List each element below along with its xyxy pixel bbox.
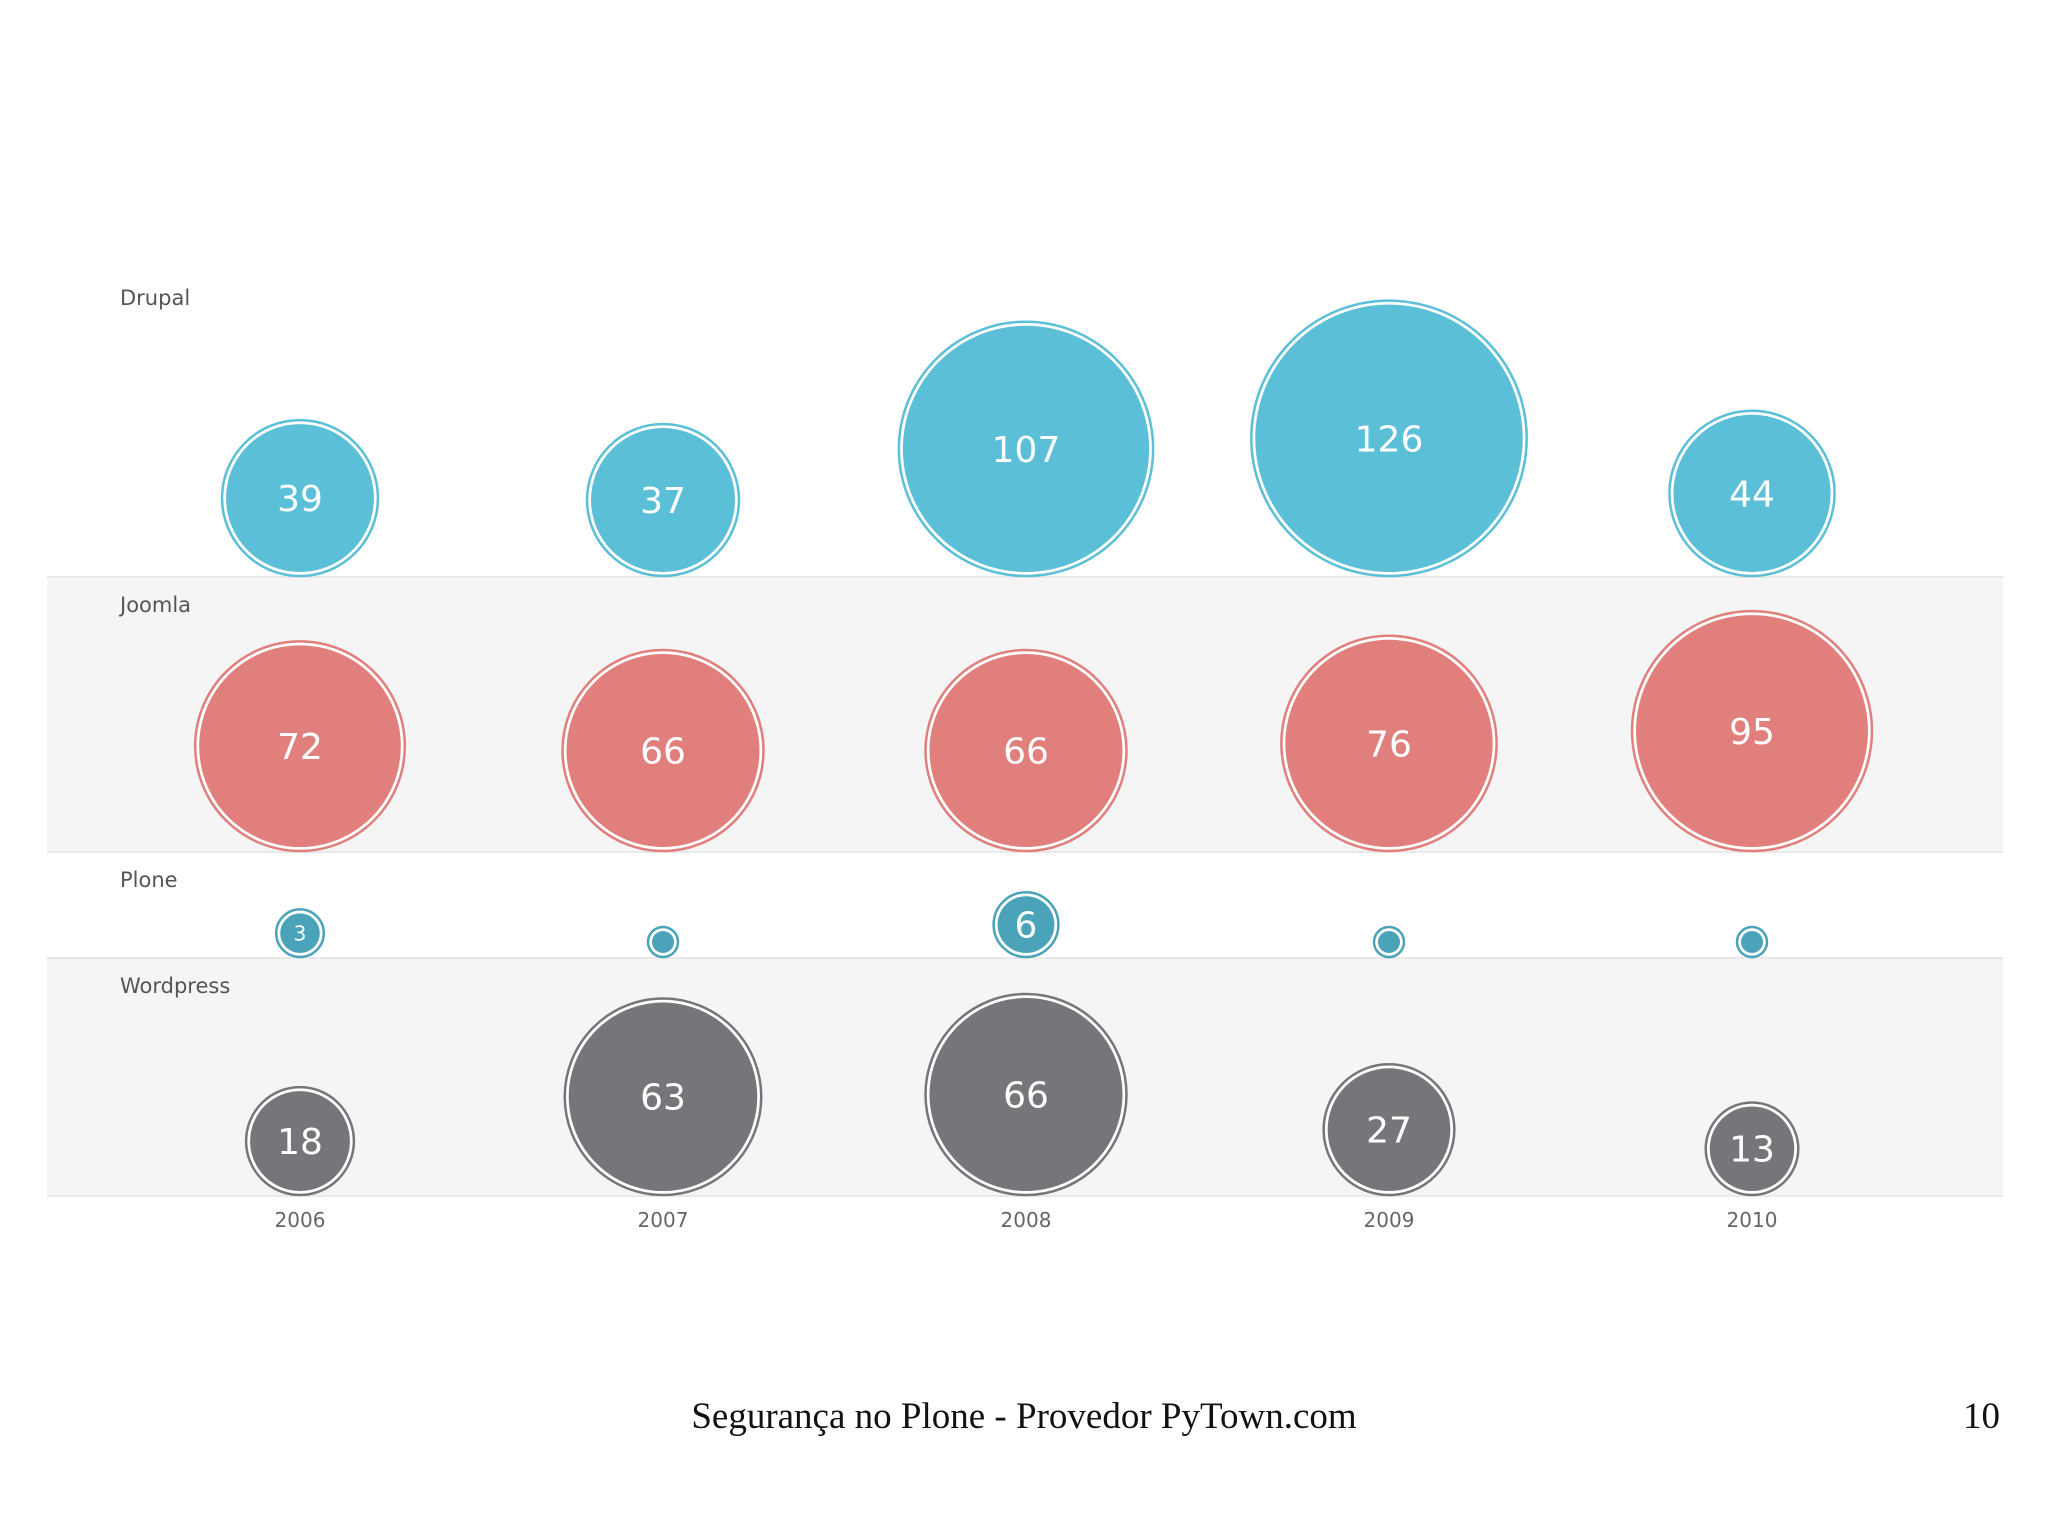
bubble-value-label: 37	[640, 481, 686, 522]
bubble-value-label: 72	[277, 727, 323, 768]
bubble-fill	[1741, 931, 1763, 953]
bubble-value-label: 18	[277, 1122, 323, 1163]
bubble-fill	[1378, 931, 1400, 953]
bubble-fill	[591, 428, 735, 572]
bubble-drupal-2009: 126	[1250, 299, 1528, 578]
bubble-fill	[280, 913, 320, 953]
bubble-value-label: 27	[1366, 1111, 1412, 1152]
bubble-value-label: 13	[1729, 1130, 1775, 1171]
bubble-fill	[1673, 414, 1831, 572]
bubble-joomla-2006: 72	[193, 640, 407, 853]
bubble-fill	[652, 931, 674, 953]
bubble-plone-2007	[646, 925, 680, 959]
bubble-fill	[929, 998, 1123, 1191]
bubble-fill	[199, 645, 401, 847]
bubble-plone-2009	[1372, 925, 1406, 959]
bubble-fill	[250, 1091, 350, 1191]
bubble-fill	[997, 896, 1055, 954]
x-tick-label-2007: 2007	[638, 1208, 689, 1232]
bubble-wordpress-2007: 63	[563, 997, 763, 1197]
x-tick-label-2006: 2006	[275, 1208, 326, 1232]
bubble-wordpress-2010: 13	[1704, 1101, 1800, 1197]
bubble-plone-2010	[1735, 925, 1769, 959]
slide-footer-title: Segurança no Plone - Provedor PyTown.com	[691, 1396, 1357, 1437]
bubble-joomla-2009: 76	[1280, 634, 1498, 853]
bubble-fill	[226, 424, 374, 572]
bubble-fill	[1636, 615, 1868, 847]
bubble-joomla-2010: 95	[1630, 609, 1874, 853]
bubble-joomla-2008: 66	[924, 648, 1128, 853]
series-label-wordpress: Wordpress	[120, 974, 230, 998]
bubble-value-label: 95	[1729, 712, 1775, 753]
bubble-wordpress-2009: 27	[1322, 1063, 1456, 1197]
bubble-plone-2006: 3	[274, 908, 326, 959]
bubble-fill	[568, 1002, 758, 1191]
bubble-fill	[1327, 1068, 1451, 1191]
bubble-value-label: 107	[992, 430, 1061, 471]
bubble-value-label: 44	[1729, 474, 1775, 515]
bubble-fill	[1709, 1106, 1795, 1191]
bubble-joomla-2007: 66	[561, 648, 765, 853]
bubble-plone-2008: 6	[992, 890, 1060, 959]
bubble-value-label: 6	[1015, 906, 1038, 947]
x-tick-label-2009: 2009	[1364, 1208, 1415, 1232]
bubble-drupal-2010: 44	[1668, 409, 1836, 578]
bubble-fill	[566, 654, 760, 847]
bubble-value-label: 63	[640, 1078, 686, 1119]
bubble-value-label: 66	[640, 731, 686, 772]
series-label-plone: Plone	[120, 868, 178, 892]
bubble-fill	[902, 325, 1150, 572]
bubble-value-label: 3	[294, 921, 307, 945]
x-tick-label-2008: 2008	[1001, 1208, 1052, 1232]
slide-page-number: 10	[1963, 1396, 2000, 1437]
bubble-drupal-2007: 37	[585, 422, 741, 578]
bubble-value-label: 39	[277, 479, 323, 520]
bubble-value-label: 76	[1366, 724, 1412, 765]
series-label-drupal: Drupal	[120, 286, 190, 310]
bubble-fill	[1255, 304, 1523, 572]
bubble-value-label: 126	[1355, 419, 1424, 460]
bubble-fill	[1285, 639, 1493, 847]
bubble-fill	[929, 654, 1123, 847]
bubble-value-label: 66	[1003, 1075, 1049, 1116]
series-label-joomla: Joomla	[118, 593, 191, 617]
bubble-wordpress-2008: 66	[924, 992, 1128, 1197]
x-tick-label-2010: 2010	[1727, 1208, 1778, 1232]
bubble-wordpress-2006: 18	[244, 1085, 356, 1197]
bubble-value-label: 66	[1003, 731, 1049, 772]
bubble-drupal-2008: 107	[897, 320, 1155, 578]
bubble-drupal-2006: 39	[220, 418, 380, 578]
